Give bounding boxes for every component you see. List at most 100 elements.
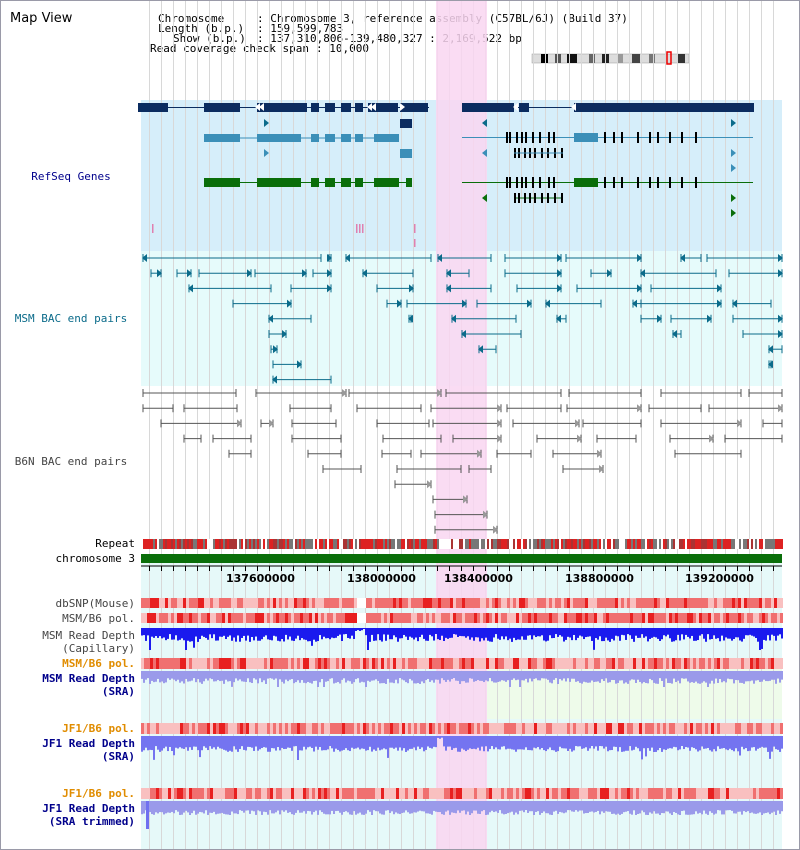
polymorphism-bin (612, 613, 615, 623)
polymorphism-bin (384, 788, 387, 799)
polymorphism-bin (687, 598, 690, 608)
polymorphism-bin (252, 613, 255, 623)
exon-tick (514, 193, 516, 203)
depth-bar (577, 628, 579, 638)
exon-tick (521, 132, 523, 143)
polymorphism-bin (210, 723, 213, 734)
depth-bar (159, 671, 161, 683)
polymorphism-bin (759, 658, 762, 669)
depth-bar (725, 801, 727, 811)
depth-bar (143, 736, 145, 751)
strand-arrow (342, 389, 347, 397)
polymorphism-bin (417, 598, 420, 608)
depth-bar (435, 671, 437, 680)
depth-bar (427, 736, 429, 747)
depth-bar (455, 736, 457, 748)
depth-bar (589, 736, 591, 749)
polymorphism-bin (543, 658, 546, 669)
strand-arrow (707, 314, 712, 323)
polymorphism-bin (237, 598, 240, 608)
depth-bar (751, 736, 753, 748)
depth-bar (399, 628, 401, 639)
gene-exon (138, 103, 168, 112)
polymorphism-bin (585, 598, 588, 608)
polymorphism-bin (273, 723, 276, 734)
polymorphism-bin (216, 613, 219, 623)
depth-bar (185, 801, 187, 811)
polymorphism-bin (411, 598, 414, 608)
depth-bar (179, 801, 181, 815)
polymorphism-bin (453, 613, 456, 623)
polymorphism-bin (195, 598, 198, 608)
polymorphism-bin (600, 723, 603, 734)
polymorphism-bin (660, 788, 663, 799)
depth-bar (657, 671, 659, 684)
polymorphism-bin (756, 658, 759, 669)
polymorphism-bin (510, 788, 513, 799)
polymorphism-bin (204, 723, 207, 734)
depth-bar (765, 736, 767, 748)
depth-bar (579, 628, 581, 636)
polymorphism-bin (486, 613, 489, 623)
depth-bar (777, 736, 779, 750)
depth-bar (637, 801, 639, 814)
polymorphism-bin (363, 658, 366, 669)
depth-bar (611, 801, 613, 814)
polymorphism-bin (516, 788, 519, 799)
depth-bar (251, 671, 253, 683)
depth-bar (311, 628, 313, 646)
depth-bar (487, 736, 489, 752)
polymorphism-bin (321, 788, 324, 799)
depth-bar (311, 736, 313, 748)
polymorphism-bin (639, 658, 642, 669)
depth-bar (507, 628, 509, 641)
repeat-segment (617, 539, 619, 549)
depth-bar (173, 736, 175, 756)
depth-bar (261, 801, 263, 815)
repeat-segment (255, 539, 257, 549)
polymorphism-bin (318, 598, 321, 608)
repeat-segment (553, 539, 555, 549)
polymorphism-bin (255, 598, 258, 608)
polymorphism-bin (630, 723, 633, 734)
polymorphism-bin (753, 788, 756, 799)
depth-bar (615, 628, 617, 636)
polymorphism-bin (378, 723, 381, 734)
depth-bar (237, 671, 239, 681)
polymorphism-bin (642, 598, 645, 608)
exon-tick (695, 177, 697, 188)
depth-bar (469, 671, 471, 679)
depth-bar (435, 801, 437, 812)
polymorphism-bin (285, 658, 288, 669)
polymorphism-bin (591, 613, 594, 623)
repeat-segment (163, 539, 165, 549)
depth-bar (583, 671, 585, 682)
polymorphism-bin (222, 658, 225, 669)
depth-bar (305, 628, 307, 640)
exon-tick (532, 132, 534, 143)
depth-bar (157, 736, 159, 750)
polymorphism-bin (705, 598, 708, 608)
depth-bar (541, 628, 543, 636)
depth-bar (595, 801, 597, 812)
depth-bar (555, 801, 557, 811)
depth-bar (199, 801, 201, 812)
depth-bar (405, 671, 407, 683)
polymorphism-bin (570, 613, 573, 623)
polymorphism-bin (717, 788, 720, 799)
polymorphism-bin (735, 658, 738, 669)
depth-bar (593, 628, 595, 650)
depth-bar (411, 671, 413, 681)
depth-bar (167, 736, 169, 752)
depth-bar (327, 736, 329, 750)
polymorphism-bin (678, 723, 681, 734)
polymorphism-bin (675, 598, 678, 608)
repeat-segment (359, 539, 361, 549)
depth-bar (637, 671, 639, 680)
exon-tick (649, 177, 651, 188)
polymorphism-bin (246, 613, 249, 623)
polymorphism-bin (546, 723, 549, 734)
depth-bar (403, 801, 405, 813)
polymorphism-bin (438, 788, 441, 799)
